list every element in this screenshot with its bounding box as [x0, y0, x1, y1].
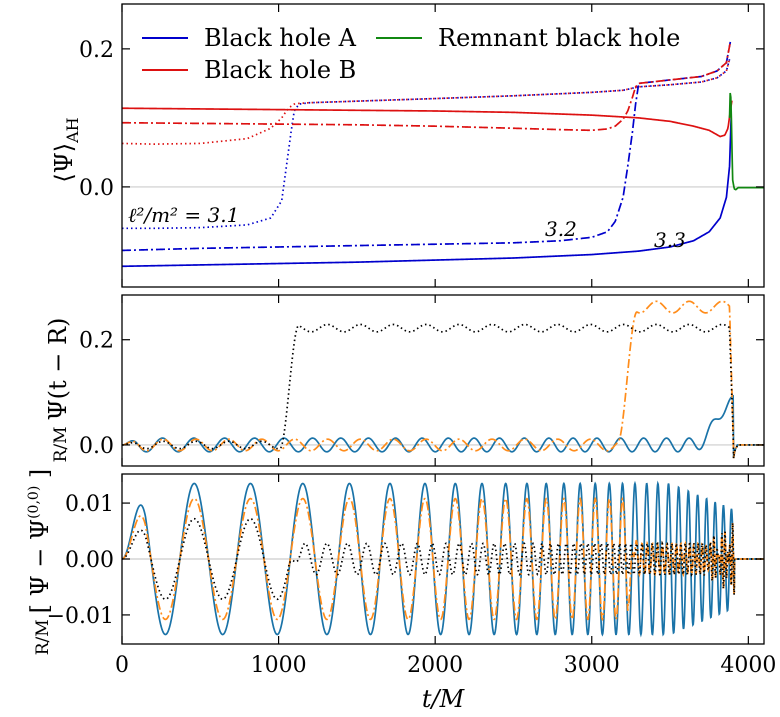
legend-label-a: Black hole A — [204, 24, 357, 52]
ytick-label-top-0: 0.0 — [79, 176, 114, 201]
legend-label-remnant: Remnant black hole — [438, 24, 680, 52]
xtick-label-0: 0 — [115, 653, 129, 678]
legend: Black hole A Black hole B Remnant black … — [142, 24, 680, 84]
annotation-3-1: ℓ²/m² = 3.1 — [128, 203, 239, 227]
series-line-bottom-1 — [121, 496, 764, 622]
xlabel: t/M — [422, 685, 466, 713]
series-line-top-2 — [121, 41, 732, 252]
xtick-label-2: 2000 — [407, 653, 463, 678]
ytick-label-bottom-2: 0.01 — [65, 492, 114, 517]
axes-frame-middle — [121, 294, 765, 467]
series-line-top-0 — [122, 58, 731, 230]
ylabel-middle: R/MΨ(t − R) — [44, 318, 72, 463]
annotation-3-3: 3.3 — [654, 228, 686, 252]
series-line-middle-1 — [121, 300, 764, 459]
panel-middle: 0.0 0.2 R/MΨ(t − R) — [44, 294, 765, 467]
xtick-label-4: 4000 — [720, 653, 776, 678]
series-line-middle-0 — [121, 394, 764, 459]
series-line-top-3 — [121, 41, 732, 132]
series-line-bottom-2 — [121, 517, 764, 601]
ytick-label-middle-0: 0.0 — [79, 434, 114, 459]
ylabel-top: ⟨Ψ⟩AH — [50, 117, 82, 182]
legend-label-b: Black hole B — [204, 56, 356, 84]
ylabel-bottom: R/M[ Ψ − Ψ(0,0) ] — [26, 469, 54, 656]
xtick-label-1: 1000 — [251, 653, 307, 678]
axes-frame-top — [121, 3, 765, 288]
ytick-label-middle-1: 0.2 — [79, 329, 114, 354]
xtick-label-3: 3000 — [564, 653, 620, 678]
series-line-middle-2 — [121, 323, 764, 459]
ytick-label-bottom-1: 0.00 — [65, 548, 114, 573]
series-line-top-4 — [121, 117, 732, 268]
series-line-top-6 — [728, 92, 764, 191]
ytick-label-top-1: 0.2 — [79, 38, 114, 63]
ytick-label-bottom-0: −0.01 — [47, 604, 114, 629]
panel-bottom: −0.01 0.00 0.01 0 1000 2000 3000 4000 R/M[ Ψ − … — [26, 469, 776, 713]
series-line-bottom-0 — [121, 480, 764, 638]
panel-top: 0.0 0.2 ⟨Ψ⟩AH Black hole A Black hole B R… — [50, 3, 765, 288]
annotation-3-2: 3.2 — [545, 217, 577, 241]
series-line-top-5 — [122, 100, 733, 138]
